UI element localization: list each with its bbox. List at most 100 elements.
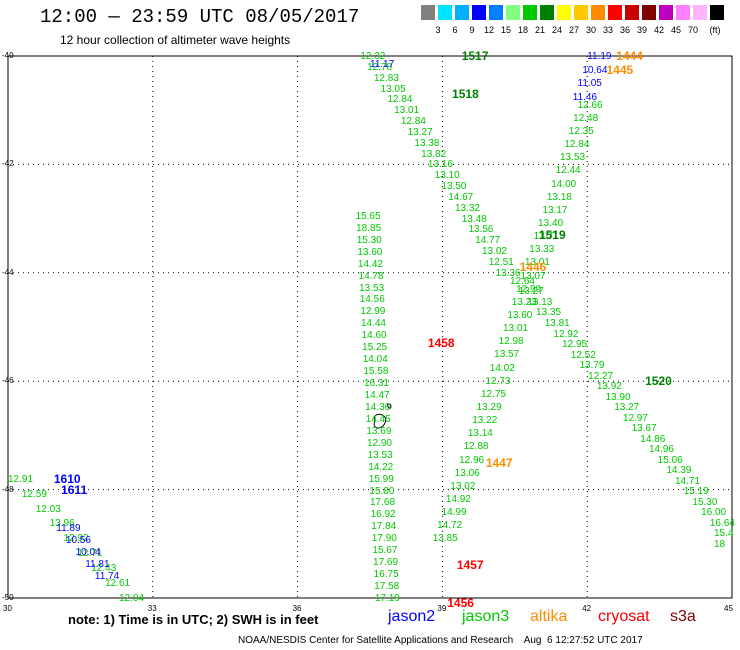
wave-height-value: 12.61 bbox=[105, 578, 131, 590]
wave-height-value: 13.06 bbox=[454, 467, 480, 479]
wave-height-value: 11.05 bbox=[577, 78, 602, 90]
wave-height-value: 12.92 bbox=[553, 328, 579, 340]
wave-height-value: 12.44 bbox=[555, 165, 581, 177]
satellite-jason2: jason2 bbox=[388, 608, 436, 625]
pass-time-label: 1458 bbox=[427, 336, 455, 351]
legend-label: 15 bbox=[500, 25, 511, 35]
wave-height-value: 17.58 bbox=[374, 581, 400, 593]
wave-height-value: 13.07 bbox=[520, 270, 546, 282]
wave-height-value: 12.04 bbox=[119, 593, 145, 604]
wave-height-value: 12.92 bbox=[63, 533, 89, 545]
wave-height-value: 14.96 bbox=[648, 444, 674, 456]
wave-height-value: 13.53 bbox=[559, 152, 586, 164]
wave-height-value: 15.06 bbox=[657, 454, 683, 466]
wave-height-value: 14.86 bbox=[640, 433, 666, 445]
wave-height-value: 12.95 bbox=[562, 339, 588, 351]
satellite-altika: altika bbox=[530, 608, 568, 625]
wave-height-value: 15.58 bbox=[363, 366, 389, 378]
island-coastline bbox=[373, 403, 392, 429]
wave-height-value: 14.56 bbox=[359, 294, 385, 306]
legend-label: 36 bbox=[619, 25, 630, 35]
latitude-tick: -42 bbox=[2, 159, 14, 169]
wave-height-value: 15.65 bbox=[355, 210, 381, 222]
wave-height-value: 14.71 bbox=[675, 475, 701, 487]
pass-time-label: 1456 bbox=[447, 596, 474, 611]
pass-time-label: 1444 bbox=[616, 49, 643, 63]
pass-time-label: 1520 bbox=[645, 374, 672, 389]
wave-height-value: 14.44 bbox=[360, 318, 386, 330]
wave-height-value: 12.32 bbox=[360, 51, 386, 62]
pass-time-label: 1518 bbox=[452, 86, 479, 101]
wave-height-value: 13.33 bbox=[529, 244, 555, 256]
wave-height-value: 13.01 bbox=[394, 105, 420, 117]
pass-time-label: 1447 bbox=[485, 455, 513, 470]
wave-height-value: 12.27 bbox=[588, 370, 614, 382]
wave-height-value: 11.81 bbox=[85, 559, 110, 571]
wave-height-value: 13.81 bbox=[544, 317, 570, 329]
wave-height-value: 13.48 bbox=[461, 213, 487, 225]
wave-height-value: 14.92 bbox=[445, 493, 471, 505]
legend-swatch bbox=[472, 5, 486, 20]
wave-height-value: 12.35 bbox=[568, 126, 594, 138]
wave-height-value: 14.47 bbox=[364, 390, 390, 401]
legend-unit: (ft) bbox=[709, 25, 721, 35]
wave-height-value: 12.51 bbox=[488, 256, 514, 268]
wave-height-value: 17.84 bbox=[371, 521, 397, 533]
wave-height-value: 13.57 bbox=[494, 349, 520, 361]
wave-height-value: 12.88 bbox=[463, 441, 489, 453]
wave-height-value: 17.69 bbox=[373, 557, 399, 569]
wave-height-value: 12.83 bbox=[373, 72, 399, 84]
wave-height-value: 12.98 bbox=[498, 336, 524, 348]
wave-height-value: 13.01 bbox=[524, 257, 550, 269]
wave-height-value: 13.96 bbox=[49, 518, 75, 530]
wave-height-value: 13.92 bbox=[596, 381, 622, 393]
wave-height-value: 13.27 bbox=[407, 126, 433, 138]
wave-height-value: 13.13 bbox=[527, 296, 553, 308]
legend-label: 30 bbox=[585, 25, 596, 35]
legend-label: 39 bbox=[636, 25, 647, 35]
wave-height-value: 13.27 bbox=[518, 286, 544, 298]
wave-height-value: 13.18 bbox=[546, 191, 572, 203]
map-subtitle: 12 hour collection of altimeter wave hei… bbox=[60, 33, 291, 47]
wave-height-value: 16.31 bbox=[363, 378, 389, 390]
longitude-tick: 45 bbox=[724, 604, 733, 613]
wave-height-value: 15.99 bbox=[368, 473, 394, 485]
wave-height-value: 12.52 bbox=[570, 349, 596, 361]
legend-swatch bbox=[676, 5, 690, 20]
legend-swatch bbox=[642, 5, 656, 20]
wave-height-value: 15.67 bbox=[372, 545, 398, 557]
longitude-tick: 36 bbox=[292, 604, 302, 613]
wave-height-value: 12.97 bbox=[622, 412, 648, 424]
wave-height-value: 14.77 bbox=[475, 235, 501, 247]
wave-height-value: 12.71 bbox=[77, 548, 103, 560]
wave-height-value: 15.80 bbox=[369, 485, 395, 497]
wave-height-value: 13.10 bbox=[434, 170, 460, 182]
wave-height-value: 18.85 bbox=[356, 222, 382, 234]
wave-height-value: 15.30 bbox=[356, 234, 382, 246]
wave-height-value: 15.4 bbox=[714, 528, 734, 540]
wave-height-value: 13.02 bbox=[481, 246, 507, 258]
wave-height-value: 14.00 bbox=[551, 178, 577, 190]
longitude-tick: 39 bbox=[437, 604, 447, 613]
legend-swatch bbox=[557, 5, 571, 20]
wave-height-value: 14.78 bbox=[358, 270, 384, 282]
wave-height-value: 12.03 bbox=[35, 503, 61, 515]
latitude-tick: -44 bbox=[2, 267, 14, 277]
legend-swatch bbox=[506, 5, 520, 20]
wave-height-value: 17.19 bbox=[374, 593, 400, 604]
wave-height-value: 14.02 bbox=[489, 362, 515, 374]
wave-height-value: 13.23 bbox=[511, 296, 537, 308]
legend-swatch bbox=[625, 5, 639, 20]
wave-height-value: 12.75 bbox=[481, 388, 507, 400]
legend-label: 3 bbox=[435, 25, 441, 35]
wave-height-value: 12.84 bbox=[564, 139, 590, 151]
legend-swatch bbox=[608, 5, 622, 20]
wave-height-value: 18 bbox=[714, 538, 726, 550]
latitude-tick: -48 bbox=[2, 484, 14, 494]
legend-label: 18 bbox=[517, 25, 528, 35]
map-title: 12:00 — 23:59 UTC 08/05/2017 bbox=[40, 6, 360, 28]
longitude-tick: 33 bbox=[147, 604, 157, 613]
longitude-tick: 30 bbox=[3, 604, 12, 613]
wave-height-value: 15.19 bbox=[683, 486, 709, 498]
